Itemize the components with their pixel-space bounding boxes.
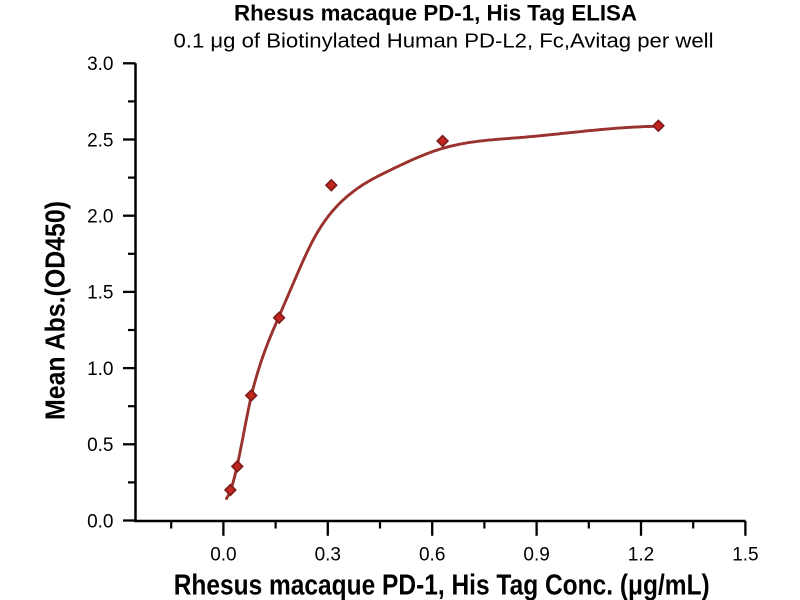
svg-text:0.5: 0.5 bbox=[87, 435, 113, 456]
svg-text:2.5: 2.5 bbox=[87, 130, 113, 151]
svg-text:Rhesus macaque PD-1, His Tag E: Rhesus macaque PD-1, His Tag ELISA bbox=[234, 1, 637, 26]
svg-text:Rhesus macaque PD-1, His Tag C: Rhesus macaque PD-1, His Tag Conc. (μg/m… bbox=[174, 569, 710, 600]
svg-text:1.2: 1.2 bbox=[628, 544, 654, 565]
svg-text:1.0: 1.0 bbox=[87, 359, 113, 380]
svg-text:2.0: 2.0 bbox=[87, 207, 113, 228]
svg-text:1.5: 1.5 bbox=[87, 283, 113, 304]
svg-text:1.5: 1.5 bbox=[732, 544, 758, 565]
svg-text:0.6: 0.6 bbox=[419, 544, 445, 565]
svg-text:3.0: 3.0 bbox=[87, 54, 113, 75]
svg-text:0.3: 0.3 bbox=[315, 544, 341, 565]
svg-text:0.1 μg of Biotinylated Human P: 0.1 μg of Biotinylated Human PD-L2, Fc,A… bbox=[174, 30, 714, 53]
svg-text:0.0: 0.0 bbox=[87, 511, 113, 532]
svg-text:Mean Abs.(OD450): Mean Abs.(OD450) bbox=[40, 201, 71, 420]
svg-text:0.0: 0.0 bbox=[210, 544, 236, 565]
svg-text:0.9: 0.9 bbox=[523, 544, 549, 565]
